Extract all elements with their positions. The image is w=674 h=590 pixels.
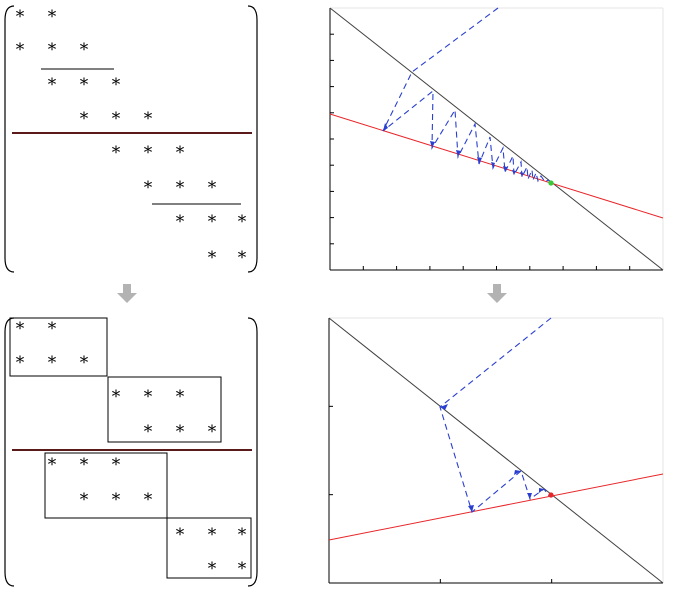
matrix-entry-star: * [48, 40, 57, 60]
matrix-entry-star: * [176, 178, 185, 198]
down-arrow-left [117, 284, 137, 303]
matrix-entry-star: * [176, 143, 185, 163]
iteration-path [382, 7, 552, 183]
matrix-entry-star: * [208, 559, 217, 579]
arrowheads [383, 123, 524, 177]
limit-point [548, 180, 554, 186]
right-bracket [247, 5, 258, 273]
block-2 [107, 376, 222, 443]
down-arrow-right [487, 284, 507, 303]
matrix-entry-star: * [208, 422, 217, 442]
matrix-entry-star: * [176, 525, 185, 545]
matrix-entry-star: * [48, 455, 57, 475]
iteration-path [439, 317, 553, 513]
black-line [329, 7, 664, 271]
matrix-entry-star: * [16, 353, 25, 373]
matrix-entry-star: * [112, 455, 121, 475]
matrix-entry-star: * [48, 75, 57, 95]
matrix-entry-star: * [208, 212, 217, 232]
matrix-entry-star: * [16, 7, 25, 27]
left-bracket [4, 5, 15, 273]
plot-top [329, 7, 664, 271]
matrix-entry-star: * [238, 248, 247, 268]
plot-frame [328, 317, 664, 584]
arrowheads [440, 404, 544, 512]
matrix-entry-star: * [144, 490, 153, 510]
block-3 [44, 452, 168, 519]
block-4 [166, 517, 252, 579]
black-line [328, 317, 664, 584]
matrix-entry-star: * [176, 212, 185, 232]
matrix-entry-star: * [16, 40, 25, 60]
matrix-entry-star: * [176, 387, 185, 407]
matrix-entry-star: * [112, 75, 121, 95]
matrix-entry-star: * [144, 387, 153, 407]
plot-frame [329, 7, 664, 271]
matrix-entry-star: * [208, 178, 217, 198]
matrix-bottom: * * * * * * * * * * * * * * * * * * * * * * [4, 317, 258, 587]
top-matrix-entries: * * * * * * * * * * * * * * * * * * * * * * [16, 7, 247, 268]
matrix-entry-star: * [176, 422, 185, 442]
matrix-entry-star: * [112, 143, 121, 163]
matrix-entry-star: * [144, 422, 153, 442]
red-line [328, 473, 664, 541]
matrix-entry-star: * [48, 353, 57, 373]
matrix-entry-star: * [238, 525, 247, 545]
left-bracket [4, 317, 15, 587]
bottom-matrix-entries: * * * * * * * * * * * * * * * * * * * * * * [16, 319, 247, 579]
matrix-entry-star: * [16, 319, 25, 339]
matrix-entry-star: * [112, 109, 121, 129]
matrix-entry-star: * [144, 178, 153, 198]
matrix-entry-star: * [208, 248, 217, 268]
matrix-entry-star: * [48, 319, 57, 339]
matrix-entry-star: * [80, 353, 89, 373]
matrix-entry-star: * [144, 143, 153, 163]
matrix-entry-star: * [238, 212, 247, 232]
matrix-entry-star: * [80, 455, 89, 475]
matrix-entry-star: * [80, 490, 89, 510]
matrix-entry-star: * [208, 525, 217, 545]
matrix-entry-star: * [80, 40, 89, 60]
matrix-entry-star: * [112, 387, 121, 407]
right-bracket [247, 317, 258, 587]
red-line [329, 113, 664, 219]
matrix-top: * * * * * * * * * * * * * * * * * * * * * * [4, 5, 258, 273]
limit-point [548, 492, 554, 498]
matrix-entry-star: * [48, 7, 57, 27]
plot-bottom [328, 317, 664, 584]
matrix-entry-star: * [112, 490, 121, 510]
matrix-entry-star: * [238, 559, 247, 579]
block-1 [9, 317, 108, 377]
matrix-entry-star: * [80, 75, 89, 95]
matrix-entry-star: * [144, 109, 153, 129]
matrix-entry-star: * [80, 109, 89, 129]
